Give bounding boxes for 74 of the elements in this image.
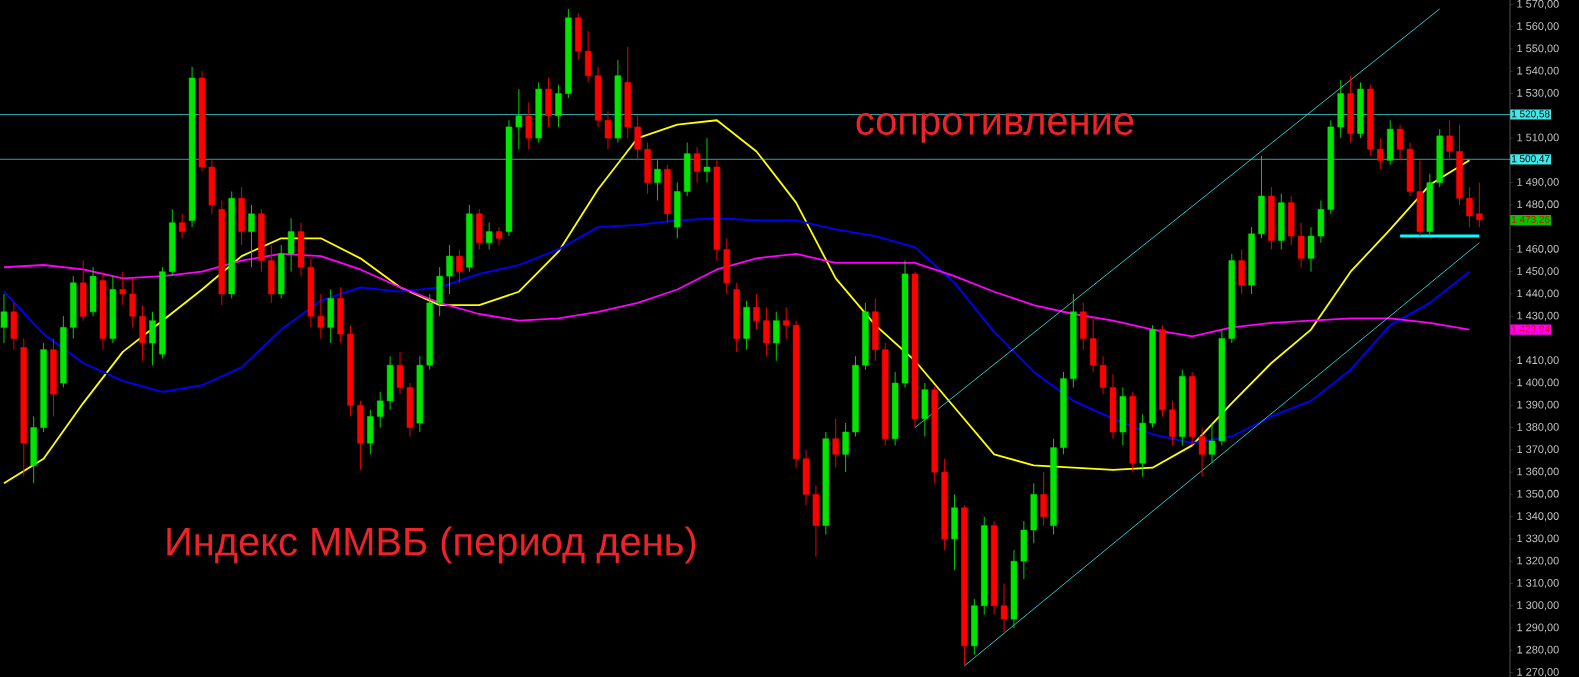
candlestick	[1466, 186, 1473, 228]
y-tick-label: 1 480,00	[1517, 200, 1559, 210]
candlestick	[1297, 222, 1305, 268]
candlestick	[1208, 422, 1216, 464]
y-tick-label: 1 560,00	[1517, 22, 1559, 32]
candlestick	[1446, 119, 1453, 161]
candlestick	[693, 146, 701, 184]
candlestick	[703, 137, 711, 184]
y-tick-label: 1 380,00	[1517, 423, 1559, 433]
annotation: сопротивление	[856, 113, 1134, 143]
candlestick	[119, 271, 126, 306]
candlestick	[634, 115, 641, 161]
y-tick-label: 1 270,00	[1517, 668, 1559, 677]
y-tick-label: 1 460,00	[1517, 244, 1559, 254]
candlestick	[178, 213, 186, 239]
candlestick	[1000, 583, 1008, 633]
candlestick	[604, 110, 612, 150]
candlestick	[1040, 471, 1047, 527]
candlestick	[149, 311, 156, 366]
candlestick	[396, 351, 404, 395]
y-tick-label: 1 440,00	[1517, 289, 1559, 299]
y-tick-label: 1 510,00	[1517, 133, 1559, 143]
candlestick	[763, 306, 770, 357]
candlestick	[1198, 427, 1206, 478]
y-tick-label: 1 570,00	[1517, 0, 1559, 9]
y-tick-label: 1 400,00	[1517, 378, 1559, 388]
text: Индекс ММВБ (период день)	[167, 526, 696, 564]
candlestick	[317, 293, 325, 339]
candlestick	[129, 277, 136, 328]
y-tick-label: 1 350,00	[1517, 489, 1559, 499]
candlestick	[525, 101, 532, 150]
candlestick	[0, 293, 8, 344]
y-tick-label: 1 390,00	[1517, 400, 1559, 410]
y-tick-label: 1 330,00	[1517, 534, 1559, 544]
y-tick-label: 1 340,00	[1517, 512, 1559, 522]
y-tick-label: 1 370,00	[1517, 445, 1559, 455]
ref-line-label: 1 500,47	[1511, 155, 1550, 164]
candlestick	[753, 293, 760, 331]
candlestick	[248, 204, 255, 268]
candlestick	[456, 248, 463, 284]
ref-line-label: 1 520,58	[1511, 110, 1550, 119]
candlestick	[377, 391, 384, 429]
y-tick-label: 1 360,00	[1517, 467, 1559, 477]
candlestick	[446, 244, 453, 295]
candlestick	[495, 226, 503, 246]
y-tick-label: 1 490,00	[1517, 178, 1559, 188]
candlestick	[773, 311, 780, 362]
text: 1 423,94	[1511, 325, 1550, 334]
y-tick-label: 1 280,00	[1517, 645, 1559, 655]
candlestick	[1396, 124, 1404, 161]
line-series	[3, 217, 1471, 445]
y-tick-label: 1 550,00	[1517, 44, 1559, 54]
candlestick	[654, 159, 661, 201]
y-tick-label: 1 450,00	[1517, 267, 1559, 277]
y-tick-label: 1 430,00	[1517, 311, 1559, 321]
candlestick	[832, 418, 839, 469]
candlestick	[1377, 137, 1384, 170]
y-tick-label: 1 300,00	[1517, 601, 1559, 611]
y-tick-label: 1 530,00	[1517, 89, 1559, 99]
candlestick	[1476, 182, 1483, 228]
candlestick	[485, 222, 493, 250]
candlestick	[1307, 226, 1315, 273]
y-tick-label: 1 540,00	[1517, 66, 1559, 76]
candlestick	[515, 88, 523, 150]
y-tick-label: 1 410,00	[1517, 356, 1559, 366]
candlestick	[1099, 355, 1107, 395]
candlestick	[555, 84, 562, 128]
candlestick	[287, 217, 295, 273]
text: 1 473,26	[1511, 215, 1550, 225]
y-tick-label: 1 310,00	[1517, 578, 1559, 588]
y-tick-label: 1 320,00	[1517, 556, 1559, 566]
candlestick	[782, 306, 790, 339]
candlestick	[842, 422, 849, 473]
y-tick-label: 1 290,00	[1517, 623, 1559, 633]
